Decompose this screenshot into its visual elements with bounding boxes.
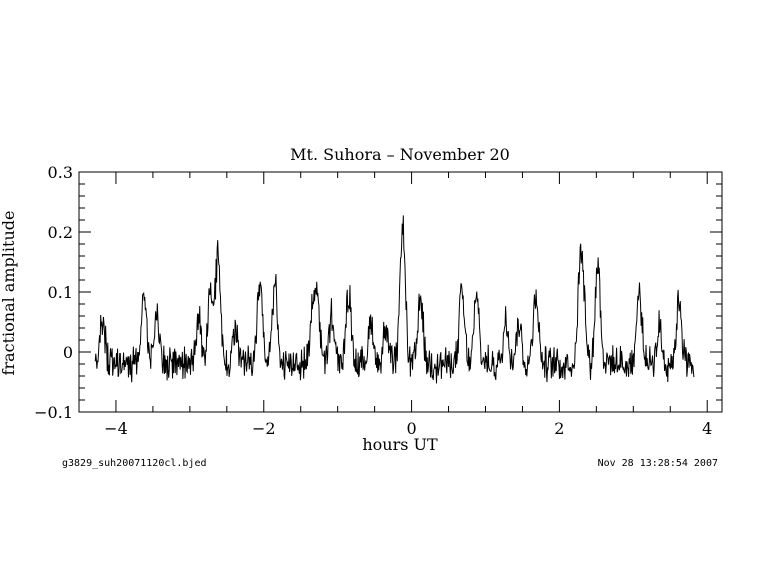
x-axis-label: hours UT	[362, 435, 438, 454]
plot-frame	[78, 171, 723, 413]
x-tick-label: 0	[406, 419, 416, 438]
y-axis-label: fractional amplitude	[0, 211, 18, 376]
y-tick-label: 0.1	[48, 283, 73, 302]
tick-labels: −4 −2 0 2 4 −0.1 0 0.1 0.2 0.3	[34, 163, 712, 438]
x-tick-label: 2	[554, 419, 564, 438]
y-tick-label: 0.3	[48, 163, 73, 182]
footer-timestamp: Nov 28 13:28:54 2007	[598, 458, 718, 469]
x-tick-label: −2	[252, 419, 276, 438]
chart-title: Mt. Suhora – November 20	[290, 145, 510, 164]
x-tick-label: −4	[104, 419, 128, 438]
footer-filename: g3829_suh20071120cl.bjed	[62, 458, 207, 469]
y-tick-label: 0	[63, 343, 73, 362]
series-line	[94, 215, 695, 384]
y-tick-label: 0.2	[48, 223, 73, 242]
y-tick-label: −0.1	[34, 403, 73, 422]
x-tick-label: 4	[702, 419, 712, 438]
axis-ticks	[78, 171, 722, 413]
